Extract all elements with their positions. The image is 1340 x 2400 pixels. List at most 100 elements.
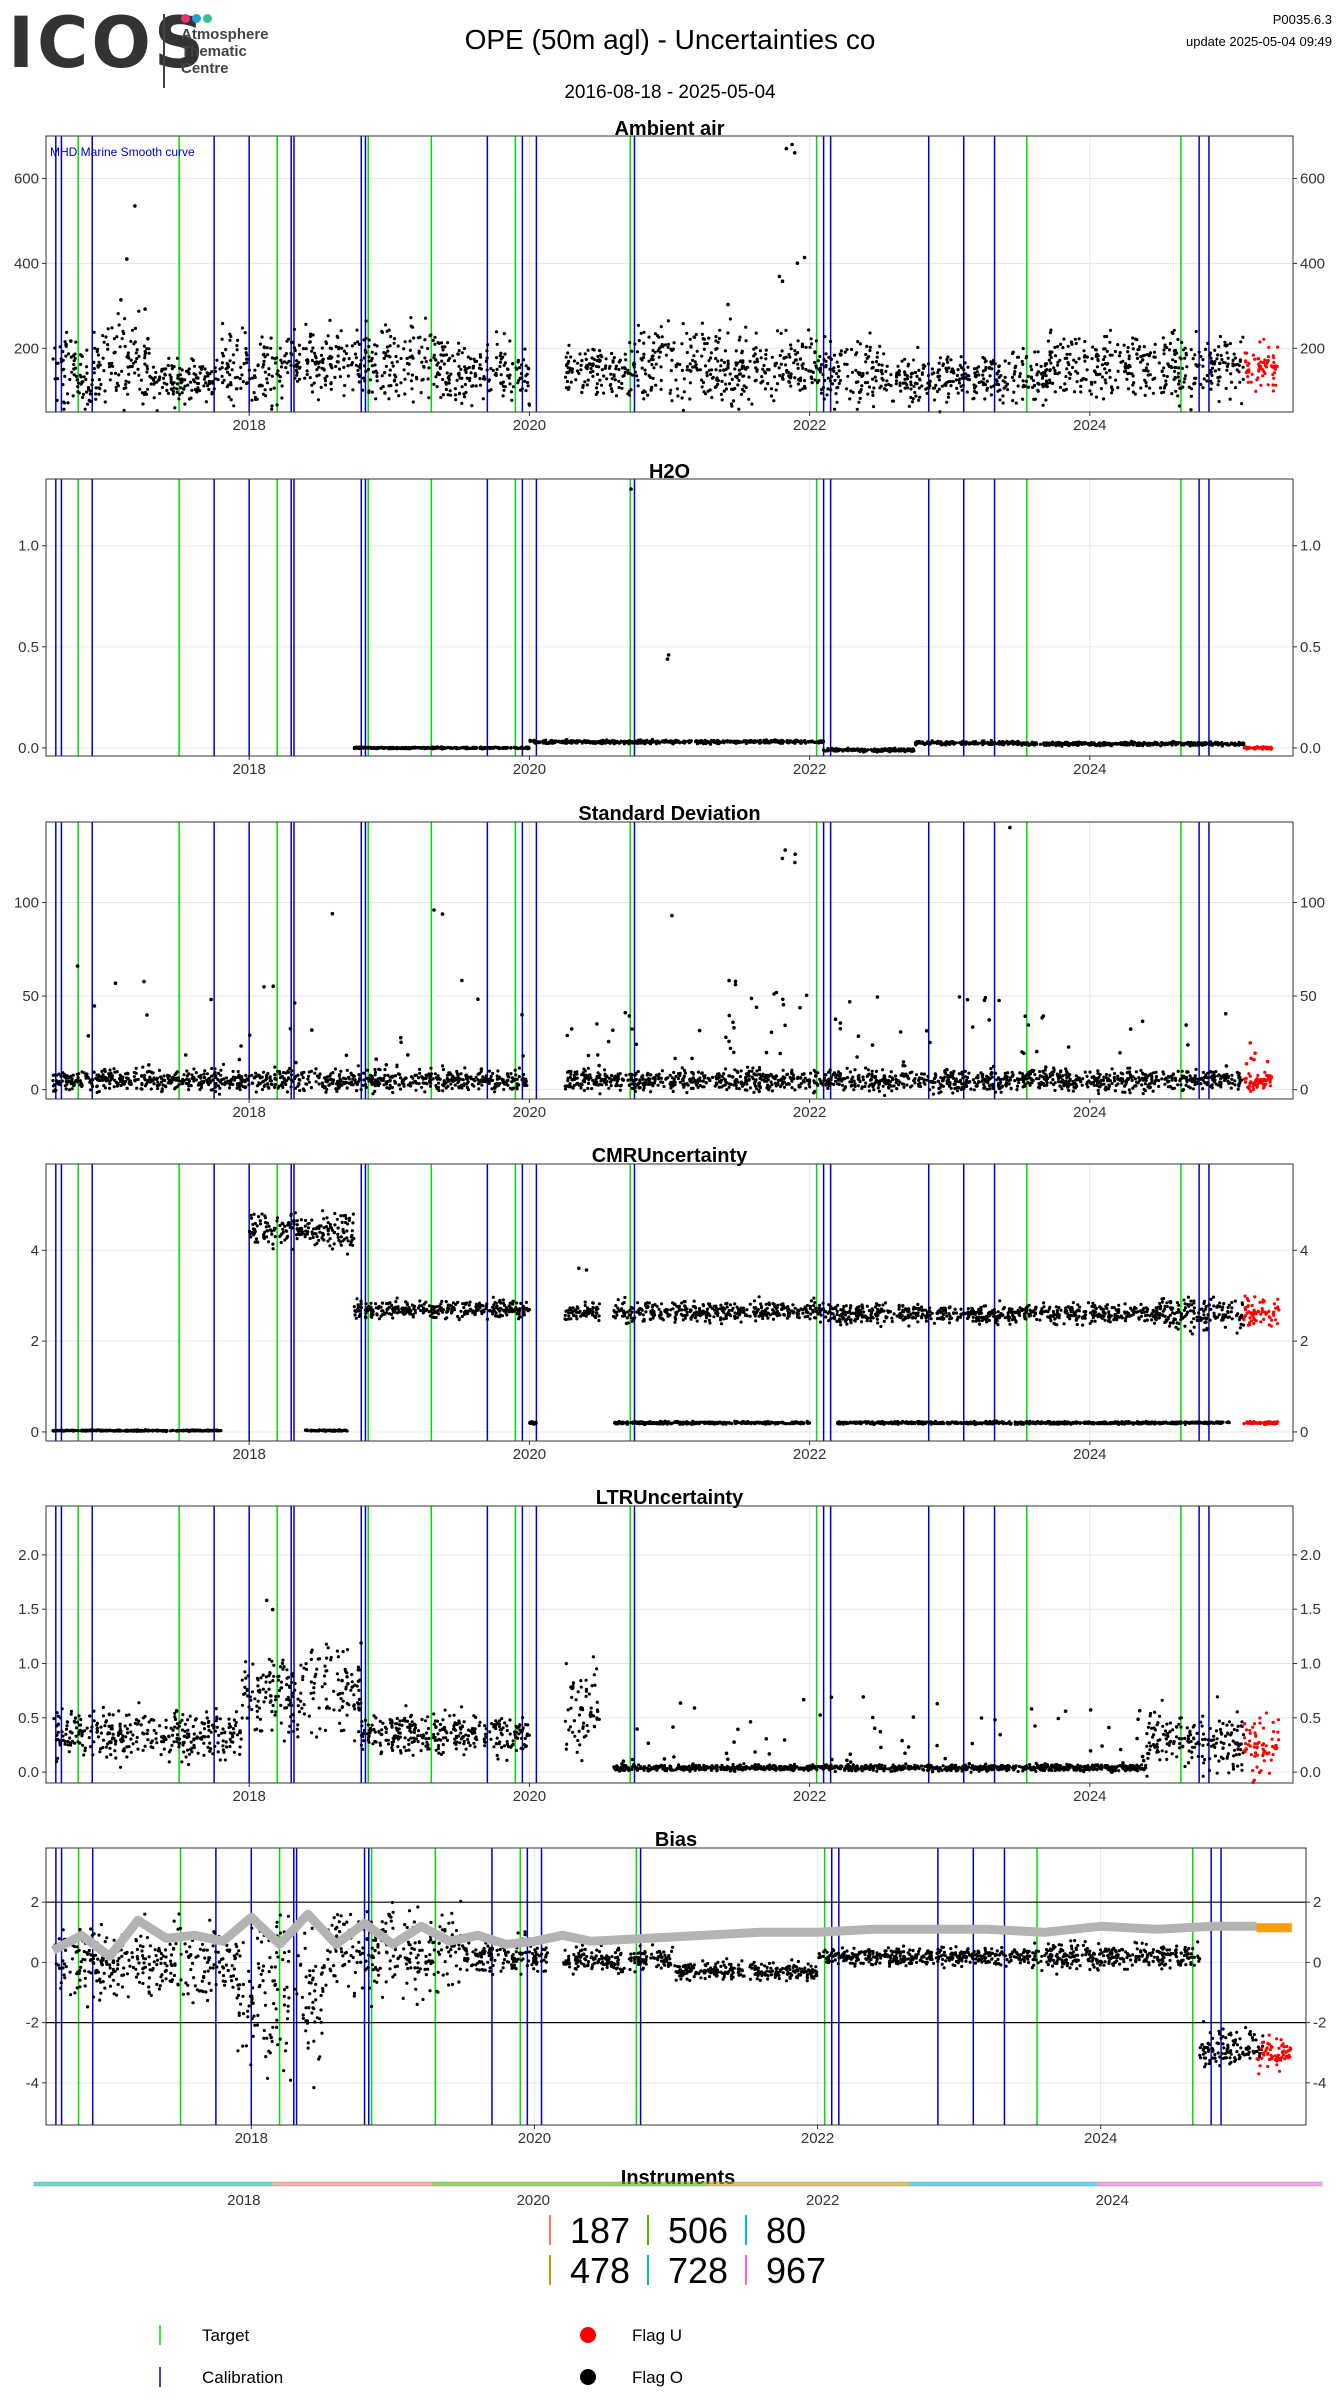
- data-point: [752, 354, 756, 358]
- data-point: [382, 351, 386, 355]
- data-point: [1036, 370, 1040, 374]
- data-point: [1176, 375, 1180, 379]
- data-point: [596, 354, 600, 359]
- data-point: [625, 740, 629, 744]
- data-point: [1146, 369, 1150, 373]
- data-point: [130, 328, 135, 332]
- data-point: [642, 341, 646, 345]
- data-point: [423, 356, 427, 360]
- data-point: [885, 379, 889, 383]
- data-point: [1018, 372, 1022, 376]
- data-point: [367, 389, 371, 393]
- data-point: [1032, 743, 1036, 747]
- data-point: [180, 368, 184, 372]
- data-point: [137, 309, 141, 313]
- data-point: [304, 322, 308, 326]
- data-point: [96, 1078, 100, 1082]
- data-point: [666, 342, 671, 346]
- data-point: [433, 342, 437, 346]
- data-point: [1096, 743, 1100, 747]
- data-point: [199, 1085, 204, 1089]
- data-point: [450, 1086, 454, 1091]
- data-point: [292, 346, 296, 350]
- data-point: [285, 1090, 290, 1094]
- data-point: [81, 380, 85, 384]
- data-point: [1226, 356, 1230, 360]
- data-point: [364, 1076, 369, 1080]
- data-point: [1042, 743, 1046, 747]
- data-point: [1209, 356, 1213, 360]
- data-point: [213, 1085, 217, 1089]
- data-point: [152, 1082, 156, 1086]
- data-point: [1205, 373, 1209, 378]
- data-point: [464, 390, 468, 394]
- data-point: [362, 1071, 366, 1075]
- data-point: [952, 371, 956, 375]
- data-point: [342, 394, 346, 398]
- data-point: [328, 346, 332, 350]
- data-point: [915, 740, 919, 744]
- data-point: [754, 346, 758, 350]
- data-point: [252, 391, 256, 395]
- data-point: [1077, 337, 1081, 341]
- data-point: [173, 1073, 177, 1077]
- data-point: [297, 360, 301, 364]
- outlier-point: [666, 653, 671, 657]
- data-point: [1210, 359, 1214, 363]
- data-point: [642, 330, 646, 334]
- data-point: [489, 746, 493, 750]
- data-point: [680, 368, 685, 372]
- data-point: [642, 355, 646, 360]
- data-point: [1224, 344, 1228, 348]
- data-point: [880, 372, 884, 376]
- data-point: [454, 1077, 458, 1082]
- data-point: [600, 368, 604, 372]
- data-point: [838, 352, 842, 356]
- data-point: [652, 366, 656, 370]
- data-point: [66, 401, 70, 405]
- data-point: [774, 388, 778, 392]
- data-point: [1210, 373, 1214, 377]
- data-point: [210, 390, 214, 394]
- data-point: [456, 352, 460, 356]
- data-point: [977, 365, 981, 369]
- data-point: [169, 375, 173, 379]
- data-point: [492, 1085, 497, 1089]
- data-point: [715, 379, 720, 383]
- data-point: [1104, 381, 1108, 385]
- data-point: [810, 381, 814, 385]
- data-point: [171, 389, 175, 393]
- data-point: [823, 378, 827, 383]
- data-point: [983, 360, 987, 364]
- data-point: [448, 389, 452, 393]
- data-point: [1262, 745, 1266, 749]
- data-point: [426, 377, 430, 381]
- data-point: [101, 356, 105, 360]
- data-point: [435, 372, 440, 376]
- data-point: [1223, 340, 1227, 344]
- data-point: [714, 356, 718, 361]
- data-point: [1172, 328, 1176, 332]
- data-point: [453, 393, 458, 397]
- data-point: [756, 739, 760, 743]
- data-point: [238, 377, 242, 381]
- data-point: [885, 364, 889, 368]
- data-point: [424, 360, 428, 364]
- data-point: [741, 364, 746, 368]
- data-point: [612, 356, 616, 360]
- data-point: [1170, 392, 1174, 396]
- data-point: [692, 335, 696, 339]
- data-point: [524, 374, 528, 378]
- data-point: [357, 365, 361, 369]
- data-point: [1258, 366, 1262, 371]
- data-point: [1067, 363, 1071, 367]
- data-point: [244, 347, 248, 351]
- data-point: [930, 367, 935, 371]
- data-point: [1143, 741, 1147, 745]
- data-point: [998, 398, 1002, 402]
- data-point: [807, 328, 811, 332]
- data-point: [572, 359, 577, 363]
- data-point: [813, 351, 817, 355]
- data-point: [614, 394, 619, 398]
- data-point: [896, 364, 900, 368]
